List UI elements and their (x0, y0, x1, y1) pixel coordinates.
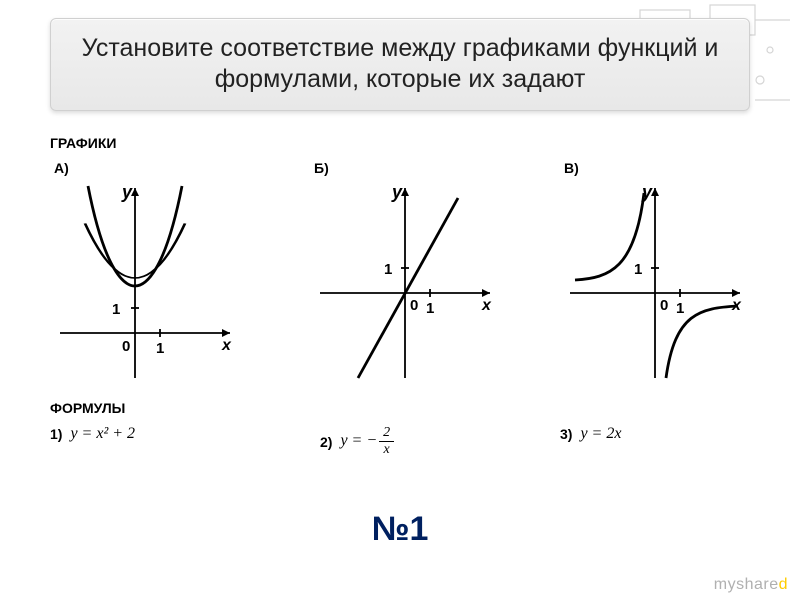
origin: 0 (410, 297, 418, 314)
watermark: myshared (714, 576, 788, 594)
graph-a: А) y x 1 1 0 (50, 160, 240, 393)
y-axis-label: y (391, 182, 403, 202)
formula-1-num: 1) (50, 426, 62, 442)
y-tick: 1 (112, 301, 120, 318)
x-tick: 1 (676, 300, 684, 317)
task-title: Установите соответствие между графиками … (75, 33, 725, 96)
formula-2-expr: y = −2x (340, 425, 394, 458)
x-axis-label: x (221, 337, 232, 354)
y-tick: 1 (634, 261, 642, 278)
formula-2: 2) y = −2x (320, 425, 394, 458)
formula-1: 1) y = x² + 2 (50, 425, 135, 443)
y-axis-label: y (121, 182, 133, 202)
formulas-section-label: ФОРМУЛЫ (50, 400, 125, 416)
graph-b-svg: y x 1 1 0 (310, 178, 500, 388)
graph-c: В) y x 1 1 0 (560, 160, 750, 393)
y-tick: 1 (384, 261, 392, 278)
graph-c-label: В) (564, 160, 750, 176)
graph-b: Б) y x 1 1 0 (310, 160, 500, 393)
graph-a-label: А) (54, 160, 240, 176)
graphs-section-label: ГРАФИКИ (50, 135, 116, 151)
formula-3: 3) y = 2x (560, 425, 621, 443)
x-axis-label: x (481, 297, 492, 314)
graph-a-svg: y x 1 1 0 (50, 178, 240, 388)
formula-1-expr: y = x² + 2 (70, 425, 135, 443)
task-header: Установите соответствие между графиками … (50, 18, 750, 111)
origin: 0 (122, 338, 130, 355)
formula-2-num: 2) (320, 434, 332, 450)
x-tick: 1 (156, 340, 164, 357)
answer-number: №1 (0, 510, 800, 549)
graph-c-svg: y x 1 1 0 (560, 178, 750, 388)
x-tick: 1 (426, 300, 434, 317)
fraction: 2x (379, 425, 394, 458)
origin: 0 (660, 297, 668, 314)
formula-3-expr: y = 2x (580, 425, 621, 443)
formula-3-num: 3) (560, 426, 572, 442)
graph-b-label: Б) (314, 160, 500, 176)
